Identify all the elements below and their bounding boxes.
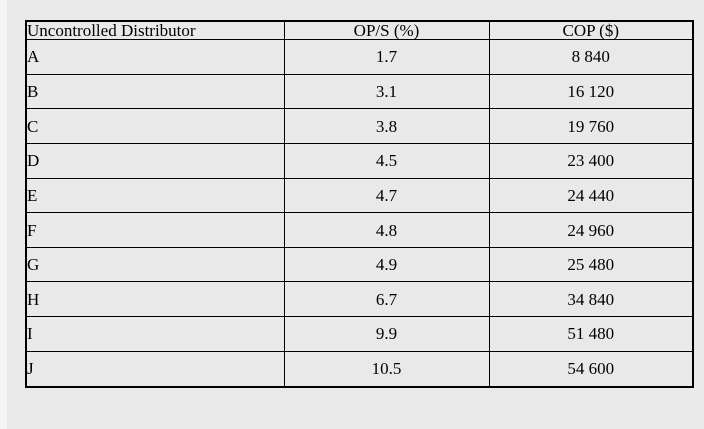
- distributor-cell: A: [25, 39, 285, 75]
- cop-cell: 16 120: [488, 73, 694, 110]
- column-header-distributor: Uncontrolled Distributor: [25, 20, 285, 40]
- distributor-cell: E: [25, 177, 285, 214]
- column-header-ops: OP/S (%): [283, 20, 490, 40]
- table-body: A 1.7 8 840 B 3.1 16 120 C 3.8 19 760 D 4.5 23 400 E…: [25, 39, 694, 388]
- ops-cell: 10.5: [283, 350, 490, 388]
- distributor-cell: C: [25, 108, 285, 144]
- distributor-cell: B: [25, 73, 285, 110]
- distributor-cell: F: [25, 212, 285, 248]
- ops-cell: 3.8: [283, 108, 490, 144]
- ops-cell: 4.7: [283, 177, 490, 214]
- table-row: C 3.8 19 760: [25, 108, 694, 144]
- table-row: B 3.1 16 120: [25, 73, 694, 110]
- table-row: J 10.5 54 600: [25, 350, 694, 388]
- table-row: D 4.5 23 400: [25, 142, 694, 179]
- cop-cell: 34 840: [488, 281, 694, 318]
- cop-cell: 51 480: [488, 316, 694, 352]
- cop-cell: 23 400: [488, 142, 694, 179]
- table-row: E 4.7 24 440: [25, 177, 694, 214]
- cop-cell: 19 760: [488, 108, 694, 144]
- table-row: H 6.7 34 840: [25, 281, 694, 318]
- ops-cell: 4.5: [283, 142, 490, 179]
- cop-cell: 8 840: [488, 39, 694, 75]
- ops-cell: 4.8: [283, 212, 490, 248]
- table-row: F 4.8 24 960: [25, 212, 694, 248]
- ops-cell: 9.9: [283, 316, 490, 352]
- distributor-cell: I: [25, 316, 285, 352]
- cop-cell: 24 960: [488, 212, 694, 248]
- distributor-cell: G: [25, 246, 285, 283]
- ops-cell: 3.1: [283, 73, 490, 110]
- table-row: A 1.7 8 840: [25, 39, 694, 75]
- ops-cell: 6.7: [283, 281, 490, 318]
- distributor-table: Uncontrolled Distributor OP/S (%) COP ($…: [25, 20, 694, 388]
- table-row: I 9.9 51 480: [25, 316, 694, 352]
- table-row: G 4.9 25 480: [25, 246, 694, 283]
- distributor-cell: J: [25, 350, 285, 388]
- table-header-row: Uncontrolled Distributor OP/S (%) COP ($…: [25, 20, 694, 40]
- cop-cell: 25 480: [488, 246, 694, 283]
- column-header-cop: COP ($): [488, 20, 694, 40]
- ops-cell: 4.9: [283, 246, 490, 283]
- distributor-cell: H: [25, 281, 285, 318]
- cop-cell: 24 440: [488, 177, 694, 214]
- distributor-cell: D: [25, 142, 285, 179]
- ops-cell: 1.7: [283, 39, 490, 75]
- cop-cell: 54 600: [488, 350, 694, 388]
- page-left-edge: [0, 0, 7, 429]
